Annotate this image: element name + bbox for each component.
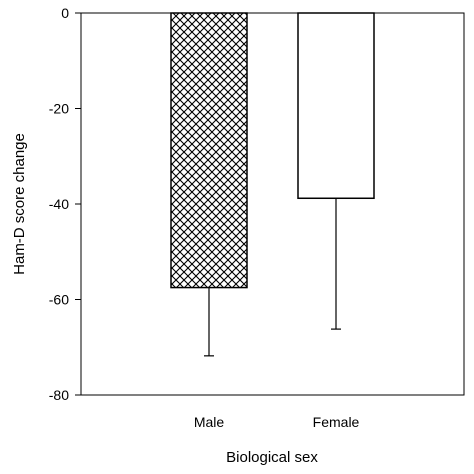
x-tick-label: Female <box>313 414 360 430</box>
y-tick-label: -20 <box>49 101 69 117</box>
y-tick-label: 0 <box>61 5 69 21</box>
y-tick-label: -40 <box>49 196 69 212</box>
x-axis: Male Female <box>194 414 360 430</box>
bars <box>170 12 375 357</box>
y-tick-label: -60 <box>49 292 69 308</box>
bar-female <box>297 12 375 200</box>
plot-frame <box>80 12 465 396</box>
y-tick-label: -80 <box>49 387 69 403</box>
y-axis: 0 -20 -40 -60 -80 <box>49 5 81 403</box>
x-axis-title: Biological sex <box>226 449 318 466</box>
x-tick-label: Male <box>194 414 225 430</box>
bar-male <box>170 12 248 289</box>
y-axis-title: Ham-D score change <box>11 133 28 275</box>
